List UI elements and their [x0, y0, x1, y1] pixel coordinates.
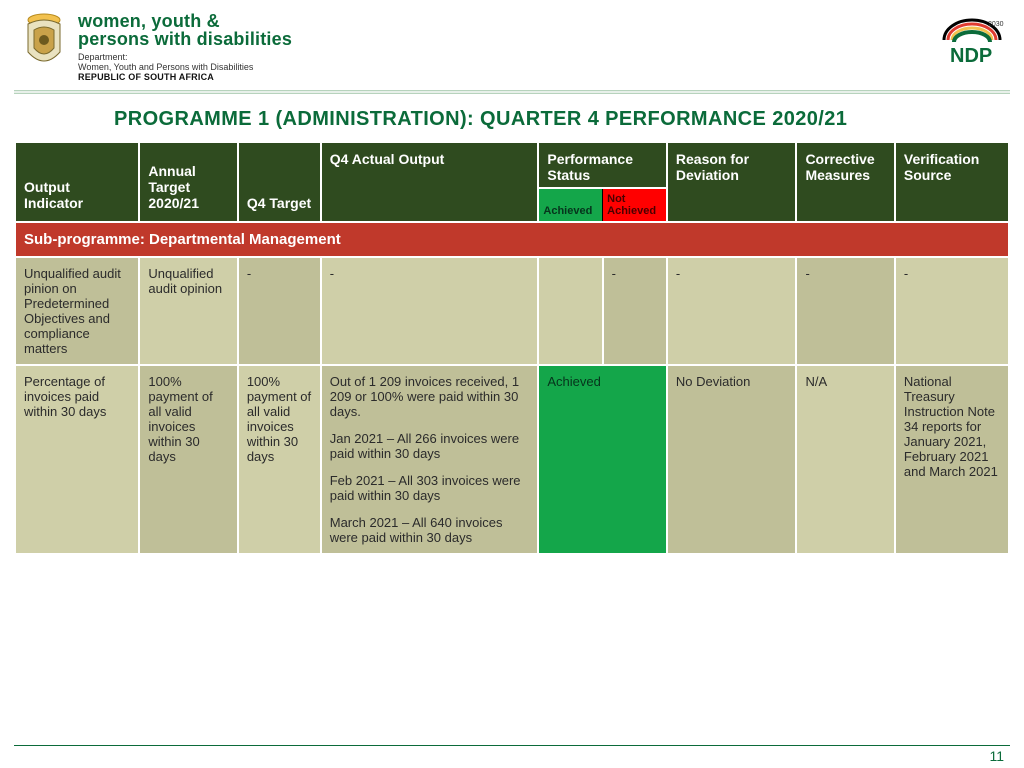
ndp-label: NDP [950, 45, 992, 67]
dept-logo-text: women, youth & persons with disabilities… [78, 12, 292, 82]
logo-line2: persons with disabilities [78, 30, 292, 48]
cell-verify: National Treasury Instruction Note 34 re… [895, 365, 1009, 554]
col-annual-target: Annual Target 2020/21 [139, 142, 237, 222]
cell-corrective: - [796, 257, 894, 365]
cell-corrective: N/A [796, 365, 894, 554]
table-row: Unqualified audit pinion on Predetermine… [15, 257, 1009, 365]
subcol-not-achieved: Not Achieved [603, 188, 667, 222]
cell-annual: 100% payment of all valid invoices withi… [139, 365, 237, 554]
cell-achieved [538, 257, 602, 365]
col-perf-status: Performance Status [538, 142, 667, 188]
col-corrective: Corrective Measures [796, 142, 894, 222]
cell-notachieved: - [603, 257, 667, 365]
cell-achieved: Achieved [538, 365, 667, 554]
page-title: PROGRAMME 1 (ADMINISTRATION): QUARTER 4 … [0, 94, 1024, 141]
performance-table: Output Indicator Annual Target 2020/21 Q… [14, 141, 1010, 555]
cell-reason: - [667, 257, 797, 365]
page-number: 11 [989, 748, 1004, 764]
subprogramme-row: Sub-programme: Departmental Management [15, 222, 1009, 257]
cell-annual: Unqualified audit opinion [139, 257, 237, 365]
cell-q4target: - [238, 257, 321, 365]
subprogramme-label: Sub-programme: Departmental Management [15, 222, 1009, 257]
dept-label: Department: [78, 52, 292, 62]
col-q4-target: Q4 Target [238, 142, 321, 222]
page-header: women, youth & persons with disabilities… [0, 0, 1024, 90]
dept-name: Women, Youth and Persons with Disabiliti… [78, 62, 292, 72]
cell-output: Unqualified audit pinion on Predetermine… [15, 257, 139, 365]
q4-actual-p: March 2021 – All 640 invoices were paid … [330, 515, 530, 545]
cell-q4actual: Out of 1 209 invoices received, 1 209 or… [321, 365, 539, 554]
q4-actual-p: Out of 1 209 invoices received, 1 209 or… [330, 374, 530, 419]
cell-output: Percentage of invoices paid within 30 da… [15, 365, 139, 554]
col-output-indicator: Output Indicator [15, 142, 139, 222]
cell-verify: - [895, 257, 1009, 365]
ndp-logo-icon: 2030 NDP [940, 12, 1004, 68]
table-header-row: Output Indicator Annual Target 2020/21 Q… [15, 142, 1009, 188]
logo-line1: women, youth & [78, 12, 292, 30]
q4-actual-p: Jan 2021 – All 266 invoices were paid wi… [330, 431, 530, 461]
subcol-achieved: Achieved [538, 188, 602, 222]
coat-of-arms-icon [20, 12, 68, 72]
cell-q4actual: - [321, 257, 539, 365]
ndp-year: 2030 [988, 21, 1004, 28]
q4-actual-p: Feb 2021 – All 303 invoices were paid wi… [330, 473, 530, 503]
cell-reason: No Deviation [667, 365, 797, 554]
country-label: REPUBLIC OF SOUTH AFRICA [78, 72, 292, 82]
footer-divider [14, 745, 1010, 746]
dept-logo-block: women, youth & persons with disabilities… [20, 12, 292, 82]
cell-q4target: 100% payment of all valid invoices withi… [238, 365, 321, 554]
col-reason: Reason for Deviation [667, 142, 797, 222]
table-row: Percentage of invoices paid within 30 da… [15, 365, 1009, 554]
col-verification: Verification Source [895, 142, 1009, 222]
col-q4-actual: Q4 Actual Output [321, 142, 539, 222]
